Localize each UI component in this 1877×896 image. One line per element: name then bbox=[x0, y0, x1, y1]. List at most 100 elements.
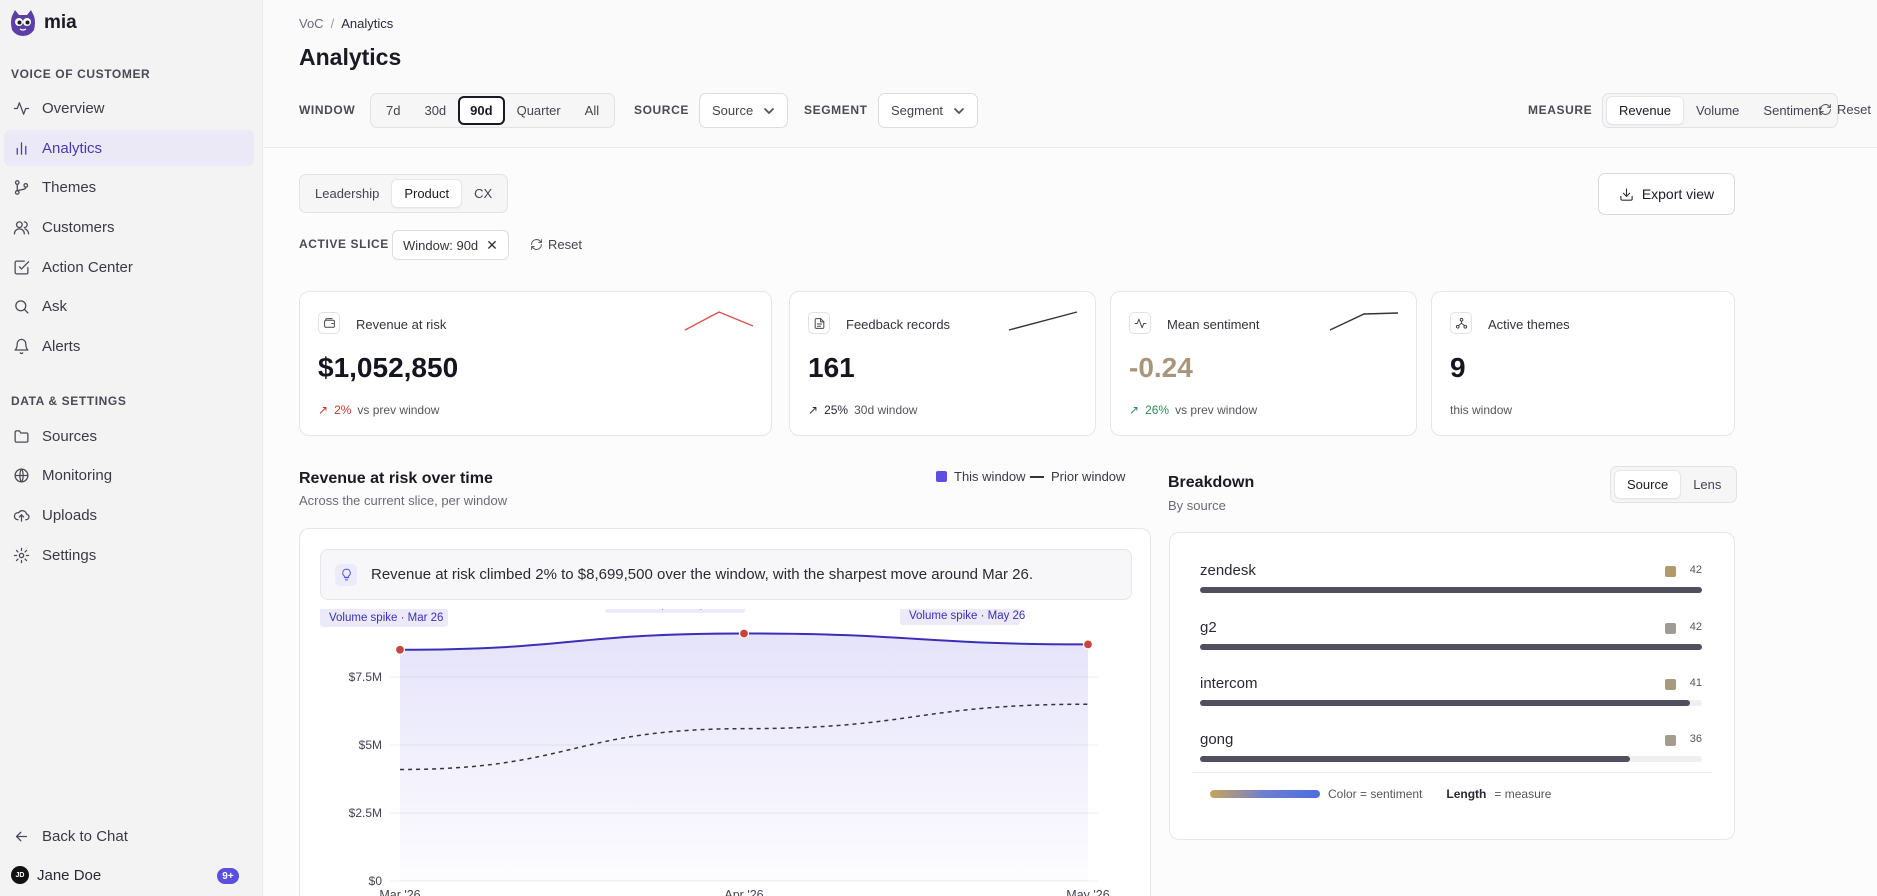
notification-badge[interactable]: 9+ bbox=[217, 868, 239, 884]
sidebar-item-label: Uploads bbox=[42, 506, 98, 524]
tab-source[interactable]: Source bbox=[1614, 470, 1682, 499]
search-icon bbox=[15, 299, 29, 314]
breadcrumb-current: Analytics bbox=[341, 16, 394, 31]
main: VoC / Analytics Analytics WINDOW 7d 30d 90… bbox=[264, 0, 1877, 896]
tab-leadership[interactable]: Leadership bbox=[315, 186, 380, 201]
breadcrumb-root[interactable]: VoC bbox=[299, 16, 324, 31]
breakdown-row[interactable]: intercom 41 bbox=[1200, 675, 1702, 706]
activity-icon bbox=[1129, 312, 1151, 334]
sidebar-item-settings[interactable]: Settings bbox=[4, 537, 254, 573]
back-to-chat-link[interactable]: Back to Chat bbox=[4, 818, 254, 854]
sidebar-item-monitoring[interactable]: Monitoring bbox=[4, 457, 254, 493]
legend-this-window[interactable]: This window bbox=[936, 469, 1026, 484]
section-title-voc: VOICE OF CUSTOMER bbox=[11, 67, 151, 81]
tab-product[interactable]: Product bbox=[391, 179, 463, 208]
file-text-icon bbox=[808, 312, 830, 334]
user-menu[interactable]: JD Jane Doe 9+ bbox=[11, 866, 241, 884]
breakdown-row[interactable]: zendesk 42 bbox=[1200, 562, 1702, 593]
kpi-delta-row: ↗ 26% vs prev window bbox=[1129, 403, 1257, 417]
arrow-left-icon bbox=[15, 831, 28, 841]
breakdown-bar bbox=[1200, 756, 1631, 762]
window-option-all[interactable]: All bbox=[584, 103, 600, 118]
content: Leadership Product CX Export view ACTIVE… bbox=[264, 148, 1877, 896]
breakdown-bar-track bbox=[1200, 587, 1702, 593]
segment-dropdown-value: Segment bbox=[891, 103, 944, 118]
segment-dropdown[interactable]: Segment bbox=[878, 93, 979, 128]
window-option-7d[interactable]: 7d bbox=[386, 103, 401, 118]
measure-option-volume[interactable]: Volume bbox=[1696, 103, 1740, 118]
lens-tabs: Leadership Product CX bbox=[299, 174, 509, 213]
sidebar-item-customers[interactable]: Customers bbox=[4, 209, 254, 245]
window-option-quarter[interactable]: Quarter bbox=[516, 103, 561, 118]
close-icon[interactable]: ✕ bbox=[486, 236, 498, 253]
window-option-90d[interactable]: 90d bbox=[458, 96, 505, 125]
sidebar-item-action-center[interactable]: Action Center bbox=[4, 249, 254, 285]
data-point bbox=[394, 644, 406, 655]
x-tick-label: Mar '26 bbox=[379, 888, 420, 896]
annotation-label: Volume spike · Mar 26 bbox=[329, 612, 443, 624]
tab-lens[interactable]: Lens bbox=[1693, 477, 1722, 492]
sentiment-swatch bbox=[1665, 566, 1676, 577]
annotation-label: Volume spike · May 26 bbox=[909, 610, 1025, 622]
chart-card: Revenue at risk climbed 2% to $8,699,500… bbox=[299, 528, 1151, 896]
sentiment-swatch bbox=[1665, 679, 1676, 690]
kpi-card-revenue-at-risk[interactable]: Revenue at risk $1,052,850 ↗ 2% vs prev … bbox=[299, 291, 772, 436]
brand[interactable]: mia bbox=[8, 8, 77, 38]
sidebar-item-themes[interactable]: Themes bbox=[4, 169, 254, 205]
refresh-icon bbox=[531, 239, 542, 250]
bar-chart-icon bbox=[16, 141, 27, 155]
data-point bbox=[1082, 639, 1094, 650]
kpi-note: vs prev window bbox=[357, 403, 440, 417]
sidebar-item-sources[interactable]: Sources bbox=[4, 418, 254, 454]
breakdown-row-count: 42 bbox=[1689, 621, 1702, 633]
arrow-up-right-icon: ↗ bbox=[1129, 403, 1140, 417]
legend-length-bold: Length bbox=[1446, 787, 1487, 801]
segment-label: SEGMENT bbox=[804, 103, 868, 117]
measure-option-revenue[interactable]: Revenue bbox=[1606, 96, 1685, 125]
slice-chip-label: Window: 90d bbox=[403, 237, 479, 253]
data-point bbox=[738, 628, 750, 639]
breakdown-row-name: g2 bbox=[1200, 619, 1217, 636]
export-view-button[interactable]: Export view bbox=[1598, 173, 1735, 215]
header-divider bbox=[264, 147, 1877, 148]
breakdown-bar bbox=[1200, 644, 1702, 650]
window-option-30d[interactable]: 30d bbox=[424, 103, 447, 118]
check-square-icon bbox=[14, 259, 30, 275]
legend-label: This window bbox=[954, 469, 1026, 484]
kpi-value: 9 bbox=[1450, 352, 1466, 383]
kpi-card-mean-sentiment[interactable]: Mean sentiment -0.24 ↗ 26% vs prev windo… bbox=[1110, 291, 1417, 436]
breakdown-row[interactable]: g2 42 bbox=[1200, 619, 1702, 650]
breakdown-bar-track bbox=[1200, 700, 1702, 706]
legend-prior-window[interactable]: Prior window bbox=[1030, 469, 1125, 484]
kpi-delta: 26% bbox=[1145, 403, 1170, 417]
arrow-up-right-icon: ↗ bbox=[318, 403, 329, 417]
kpi-sparkline bbox=[1329, 312, 1399, 331]
filters-reset-button[interactable]: Reset bbox=[1819, 102, 1871, 117]
slice-chip: Window: 90d ✕ bbox=[392, 230, 509, 260]
breakdown-row[interactable]: gong 36 bbox=[1200, 731, 1702, 762]
window-label: WINDOW bbox=[299, 103, 356, 117]
sidebar-item-analytics[interactable]: Analytics bbox=[4, 130, 254, 166]
app-name: mia bbox=[44, 12, 77, 33]
active-slice-label: ACTIVE SLICE bbox=[299, 237, 389, 251]
measure-option-sentiment[interactable]: Sentiment bbox=[1763, 103, 1822, 118]
breakdown-bar-track bbox=[1200, 644, 1702, 650]
source-dropdown[interactable]: Source bbox=[699, 93, 789, 128]
annotation-box bbox=[605, 609, 745, 613]
section-title-data-settings: DATA & SETTINGS bbox=[11, 394, 127, 408]
sidebar-item-alerts[interactable]: Alerts bbox=[4, 328, 254, 364]
sidebar-item-uploads[interactable]: Uploads bbox=[4, 497, 254, 533]
sidebar-item-ask[interactable]: Ask bbox=[4, 288, 254, 324]
chart-title: Revenue at risk over time bbox=[299, 470, 493, 487]
kpi-card-active-themes[interactable]: Active themes 9 this window bbox=[1431, 291, 1735, 436]
kpi-label: Feedback records bbox=[846, 317, 951, 332]
folder-icon bbox=[14, 429, 29, 443]
tab-cx[interactable]: CX bbox=[474, 186, 493, 201]
sidebar-item-overview[interactable]: Overview bbox=[4, 90, 254, 126]
kpi-card-feedback-records[interactable]: Feedback records 161 ↗ 25% 30d window bbox=[789, 291, 1096, 436]
slice-reset-button[interactable]: Reset bbox=[530, 237, 582, 252]
activity-icon bbox=[13, 101, 30, 115]
breakdown-legend: Color = sentiment Length = measure bbox=[1192, 772, 1712, 801]
sidebar-item-label: Themes bbox=[42, 178, 97, 196]
x-tick-label: May '26 bbox=[1066, 888, 1109, 896]
